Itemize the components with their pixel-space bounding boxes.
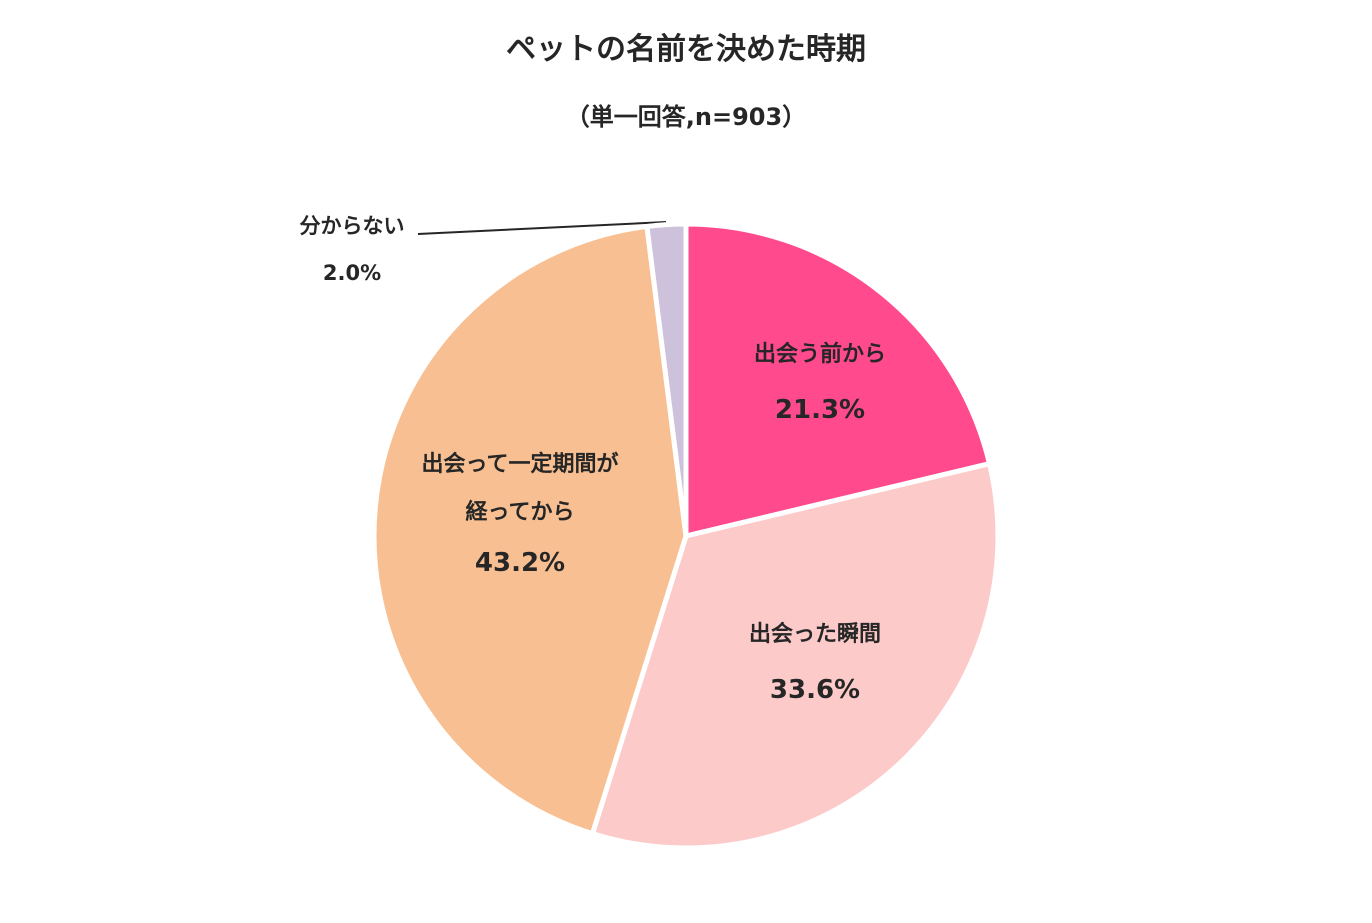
slice-label: 出会って一定期間が 経ってから: [421, 452, 619, 525]
chart-title: ペットの名前を決めた時期: [506, 32, 866, 67]
chart-subtitle: （単一回答,n=903）: [565, 103, 807, 131]
slice-label: 出会った瞬間: [748, 622, 882, 647]
pie-slice: [644, 221, 689, 539]
pie-slice: [589, 461, 1001, 851]
value-label: 21.3%: [774, 395, 866, 425]
value-label: 2.0%: [322, 261, 382, 285]
pie-slice: [371, 223, 689, 837]
leader-line: [417, 221, 667, 235]
slice-label: 出会う前から: [753, 342, 887, 367]
value-label: 43.2%: [474, 548, 566, 578]
slice-label: 分からない: [299, 214, 405, 238]
pie-slice: [683, 221, 993, 539]
value-label: 33.6%: [769, 675, 861, 705]
